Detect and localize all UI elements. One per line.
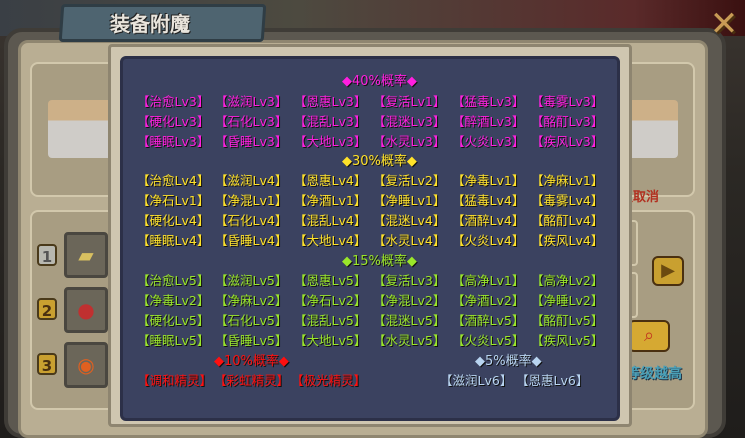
probability-panel: ◆40%概率◆ 【治愈Lv3】 【滋润Lv3】 【恩惠Lv3】 【复活Lv1】 【猛毒Lv… <box>120 56 620 421</box>
skill-entry: 【水灵Lv5】 <box>373 333 446 348</box>
skill-entry: 【大地Lv5】 <box>294 333 367 348</box>
skill-entry: 【滋润Lv6】 <box>440 373 513 388</box>
skill-entry: 【混迷Lv4】 <box>373 213 446 228</box>
skill-entry: 【石化Lv4】 <box>215 213 288 228</box>
skill-entry: 【酒醉Lv4】 <box>452 213 525 228</box>
skill-entry: 【高净Lv1】 <box>452 273 525 288</box>
level-hint-text: 等级越高 <box>626 366 682 382</box>
skill-entry: 【硬化Lv3】 <box>137 114 210 129</box>
skill-entry: 【滋润Lv3】 <box>215 94 288 109</box>
skill-entry: 【混乱Lv4】 <box>294 213 367 228</box>
slot-number-3[interactable]: 3 <box>37 353 57 375</box>
skill-entry: 【净睡Lv2】 <box>531 293 604 308</box>
skill-entry: 【净石Lv2】 <box>294 293 367 308</box>
magnifier-icon[interactable]: ⌕ <box>628 320 670 352</box>
close-x-icon[interactable]: ✕ <box>709 4 739 44</box>
tier-header-5: ◆5%概率◆ <box>475 354 542 369</box>
skill-entry: 【石化Lv3】 <box>215 114 288 129</box>
red-dragon-pet-icon[interactable]: ● <box>64 287 108 333</box>
skill-entry: 【睡眠Lv4】 <box>137 233 210 248</box>
skill-entry: 【治愈Lv5】 <box>137 273 210 288</box>
skill-entry: 【净石Lv1】 <box>137 193 210 208</box>
skill-entry: 【复活Lv1】 <box>373 94 446 109</box>
skill-entry: 【混乱Lv3】 <box>294 114 367 129</box>
skill-entry: 【恩惠Lv3】 <box>294 94 367 109</box>
skill-entry: 【硬化Lv4】 <box>137 213 210 228</box>
skill-entry: 【毒雾Lv3】 <box>531 94 604 109</box>
skill-entry: 【恩惠Lv6】 <box>516 373 589 388</box>
skill-entry: 【昏睡Lv3】 <box>215 134 288 149</box>
tier-header-10: ◆10%概率◆ <box>214 354 289 369</box>
skill-entry: 【恩惠Lv5】 <box>294 273 367 288</box>
skill-entry: 【净毒Lv1】 <box>452 173 525 188</box>
skill-entry: 【猛毒Lv3】 <box>452 94 525 109</box>
skill-entry: 【净麻Lv1】 <box>531 173 604 188</box>
skill-entry: 【治愈Lv4】 <box>137 173 210 188</box>
tier-header-30: ◆30%概率◆ <box>342 154 417 169</box>
skill-entry: 【水灵Lv4】 <box>373 233 446 248</box>
skill-entry: 【猛毒Lv4】 <box>452 193 525 208</box>
skill-entry: 【净酒Lv1】 <box>294 193 367 208</box>
skill-entry: 【火炎Lv4】 <box>452 233 525 248</box>
skill-entry: 【极光精灵】 <box>291 373 367 388</box>
skill-entry: 【疾风Lv5】 <box>531 333 604 348</box>
skill-entry: 【复活Lv2】 <box>373 173 446 188</box>
skill-entry: 【毒雾Lv4】 <box>531 193 604 208</box>
skill-entry: 【滋润Lv5】 <box>215 273 288 288</box>
skill-entry: 【醉酒Lv3】 <box>452 114 525 129</box>
skill-entry: 【净混Lv2】 <box>373 293 446 308</box>
skill-entry: 【净睡Lv1】 <box>373 193 446 208</box>
skill-entry: 【酒醉Lv5】 <box>452 313 525 328</box>
play-triangle-icon[interactable]: ▶ <box>652 256 684 286</box>
skill-entry: 【大地Lv3】 <box>294 134 367 149</box>
skill-entry: 【净毒Lv2】 <box>137 293 210 308</box>
skill-entry: 【火炎Lv3】 <box>452 134 525 149</box>
skill-entry: 【净混Lv1】 <box>215 193 288 208</box>
skill-entry: 【硬化Lv5】 <box>137 313 210 328</box>
skill-entry: 【疾风Lv3】 <box>531 134 604 149</box>
skill-entry: 【大地Lv4】 <box>294 233 367 248</box>
skill-entry: 【昏睡Lv5】 <box>215 333 288 348</box>
tier-header-15: ◆15%概率◆ <box>342 254 417 269</box>
skill-entry: 【疾风Lv4】 <box>531 233 604 248</box>
exp-up-orb-icon[interactable]: ◉ <box>64 342 108 388</box>
skill-entry: 【净麻Lv2】 <box>215 293 288 308</box>
skill-entry: 【治愈Lv3】 <box>137 94 210 109</box>
slot-number-2[interactable]: 2 <box>37 298 57 320</box>
tier-header-40: ◆40%概率◆ <box>342 74 417 89</box>
slot-number-1[interactable]: 1 <box>37 244 57 266</box>
skill-entry: 【昏睡Lv4】 <box>215 233 288 248</box>
skill-entry: 【酩酊Lv5】 <box>531 313 604 328</box>
skill-entry: 【酩酊Lv3】 <box>531 114 604 129</box>
skill-entry: 【水灵Lv3】 <box>373 134 446 149</box>
skill-entry: 【滋润Lv4】 <box>215 173 288 188</box>
skill-entry: 【彩虹精灵】 <box>214 373 290 388</box>
skill-entry: 【石化Lv5】 <box>215 313 288 328</box>
skill-entry: 【睡眠Lv5】 <box>137 333 210 348</box>
skill-entry: 【混迷Lv5】 <box>373 313 446 328</box>
skill-entry: 【高净Lv2】 <box>531 273 604 288</box>
skill-entry: 【火炎Lv5】 <box>452 333 525 348</box>
skill-entry: 【睡眠Lv3】 <box>137 134 210 149</box>
skill-entry: 【调和精灵】 <box>137 373 213 388</box>
skill-entry: 【混迷Lv3】 <box>373 114 446 129</box>
skill-entry: 【恩惠Lv4】 <box>294 173 367 188</box>
skill-entry: 【复活Lv3】 <box>373 273 446 288</box>
skill-entry: 【净酒Lv2】 <box>452 293 525 308</box>
skill-entry: 【混乱Lv5】 <box>294 313 367 328</box>
skill-entry: 【酩酊Lv4】 <box>531 213 604 228</box>
window-title: 装备附魔 <box>110 12 190 36</box>
card-item-icon[interactable]: ▰ <box>64 232 108 278</box>
